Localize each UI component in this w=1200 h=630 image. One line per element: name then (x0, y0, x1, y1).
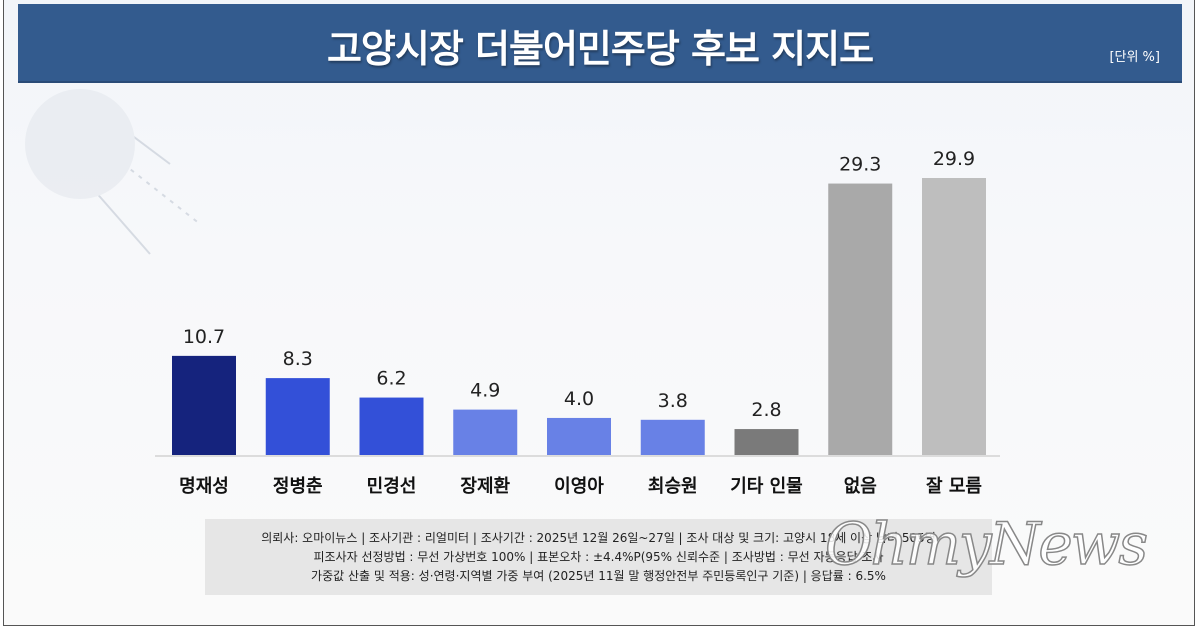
bar-6 (734, 429, 799, 455)
title-banner: 고양시장 더불어민주당 후보 지지도 [단위 %] (18, 4, 1182, 83)
bar-8 (922, 178, 986, 455)
bar-7 (828, 183, 893, 455)
value-label: 29.9 (933, 148, 975, 170)
bar-5 (640, 419, 705, 455)
bar-1 (265, 378, 330, 455)
survey-info-line-2: 피조사자 선정방법 : 무선 가상번호 100% | 표본오차 : ±4.4%P… (313, 550, 884, 564)
chart-title: 고양시장 더불어민주당 후보 지지도 (326, 27, 874, 71)
category-label: 정병춘 (273, 476, 323, 497)
category-label: 장제환 (460, 475, 510, 497)
category-label: 기타 인물 (730, 476, 803, 497)
decorative-lines (25, 89, 201, 255)
value-label: 3.8 (658, 390, 688, 412)
survey-info-line-3: 가중값 산출 및 적용: 성·연령·지역별 가중 부여 (2025년 11월 말… (311, 569, 886, 583)
value-label: 4.0 (564, 388, 594, 410)
ohmynews-watermark: OhmyNews (824, 509, 1149, 579)
bar-0 (172, 355, 236, 455)
bar-chart: 10.7 명재성 8.3 정병춘 6.2 민경선 4.9 장제환 4.0 이영아 3.8 최승원 2.8… (155, 148, 1000, 497)
value-label: 2.8 (751, 399, 781, 421)
category-label: 명재성 (179, 476, 229, 497)
value-label: 6.2 (376, 368, 406, 390)
bar-2 (359, 397, 424, 455)
category-label: 민경선 (367, 476, 417, 497)
value-label: 4.9 (470, 380, 500, 402)
value-label: 10.7 (183, 326, 225, 348)
category-label: 이영아 (554, 476, 604, 497)
category-label: 잘 모름 (926, 476, 982, 497)
value-label: 8.3 (283, 348, 313, 370)
category-label: 없음 (844, 476, 877, 497)
unit-label: [단위 %] (1109, 50, 1160, 65)
category-label: 최승원 (648, 476, 698, 497)
survey-info-line-1: 의뢰사: 오마이뉴스 | 조사기관 : 리얼미터 | 조사기간 : 2025년 … (261, 531, 936, 545)
survey-info-box: 의뢰사: 오마이뉴스 | 조사기관 : 리얼미터 | 조사기간 : 2025년 … (205, 519, 992, 595)
bar-4 (547, 417, 611, 455)
bar-3 (453, 409, 518, 455)
value-label: 29.3 (839, 154, 881, 176)
